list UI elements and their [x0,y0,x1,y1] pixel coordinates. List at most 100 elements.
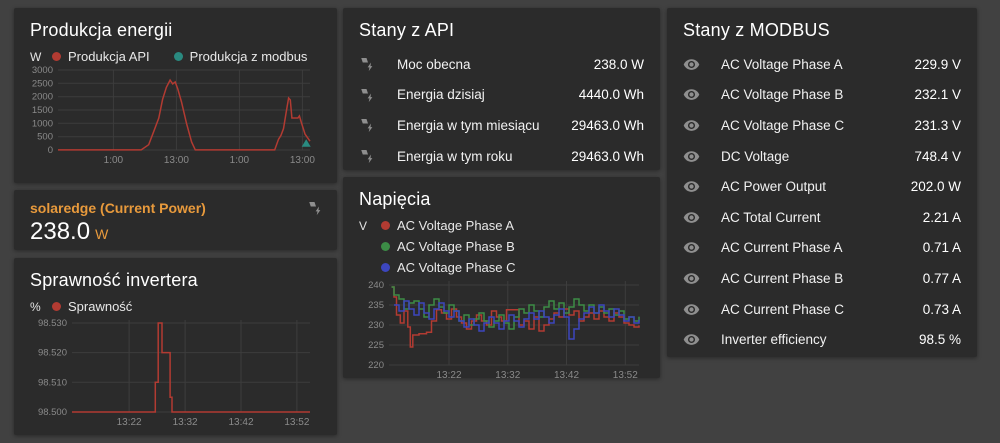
axis-unit-label: W [30,50,42,64]
sensor-name: Energia dzisiaj [397,87,485,103]
card-title: Napięcia [359,189,431,209]
sensor-value: 29463.0 Wh [571,117,644,133]
sensor-value: 229.9 V [914,56,961,72]
card-stany-z-modbus: Stany z MODBUS AC Voltage Phase A 229.9 V… [667,8,977,357]
sensor-name: AC Current Phase A [721,240,843,256]
card-napiecia: Napięcia V AC Voltage Phase A AC Voltage P… [343,177,660,381]
legend-label: AC Voltage Phase A [397,218,515,233]
sensor-name: AC Voltage Phase B [721,87,844,103]
svg-text:2000: 2000 [32,92,53,103]
sensor-value: 2.21 A [922,209,961,225]
legend-item[interactable]: Sprawność [52,299,132,314]
sensor-name: AC Voltage Phase C [721,117,845,133]
sensor-row[interactable]: AC Current Phase B 0.77 A [683,263,961,294]
sensor-value: 0.73 A [922,301,961,317]
legend-label: AC Voltage Phase B [397,239,515,254]
legend-item[interactable]: Produkcja API [52,49,150,64]
chart-legend: V AC Voltage Phase A AC Voltage Phase B AC … [359,218,644,275]
sensor-name: Energia w tym roku [397,148,513,164]
legend-dot [381,221,390,230]
svg-text:500: 500 [37,132,53,143]
svg-text:98.510: 98.510 [38,377,67,388]
sensor-value: 4440.0 Wh [578,87,644,103]
napiecia-chart[interactable]: 220 225 230 235 240 13:22 13:32 13:42 13:52 [359,277,644,381]
legend-item[interactable]: Produkcja z modbus [173,49,307,64]
svg-text:13:42: 13:42 [228,417,253,428]
sensor-name: AC Current Phase B [721,270,844,286]
sensor-row[interactable]: Energia dzisiaj 4440.0 Wh [359,80,644,111]
sensor-value: 232.1 V [914,87,961,103]
card-stany-z-api: Stany z API Moc obecna 238.0 W Energia dzi… [343,8,660,170]
sensor-row[interactable]: AC Voltage Phase C 231.3 V [683,110,961,141]
eye-icon [683,239,707,256]
sensor-row[interactable]: Moc obecna 238.0 W [359,49,644,80]
sensor-row[interactable]: AC Voltage Phase B 232.1 V [683,80,961,111]
legend-label: Produkcja API [68,49,150,64]
chart-legend: W Produkcja API Produkcja z modbus [30,49,321,64]
sensor-name: DC Voltage [721,148,790,164]
svg-text:240: 240 [368,280,384,291]
svg-text:13:42: 13:42 [554,370,579,381]
sensor-row[interactable]: AC Total Current 2.21 A [683,202,961,233]
svg-text:2500: 2500 [32,78,53,89]
svg-text:13:22: 13:22 [117,417,142,428]
legend-item[interactable]: AC Voltage Phase B [381,239,515,254]
svg-text:13:52: 13:52 [284,417,309,428]
svg-text:1:00: 1:00 [104,155,124,166]
sensor-rows: Moc obecna 238.0 W Energia dzisiaj 4440.0 W… [359,49,644,171]
svg-text:1500: 1500 [32,105,53,116]
svg-text:98.520: 98.520 [38,348,67,359]
sensor-value: 0.71 A [922,240,961,256]
sensor-name: AC Current Phase C [721,301,845,317]
sensor-name: Inverter efficiency [721,332,827,348]
sensor-row[interactable]: AC Current Phase C 0.73 A [683,294,961,325]
sprawnosc-chart[interactable]: 98.500 98.510 98.520 98.530 13:22 13:32 13:42 1… [30,316,315,428]
sensor-value: 29463.0 Wh [571,148,644,164]
eye-icon [683,117,707,134]
svg-text:3000: 3000 [32,66,53,76]
sensor-row[interactable]: AC Current Phase A 0.71 A [683,233,961,264]
legend-label: AC Voltage Phase C [397,260,516,275]
svg-text:98.500: 98.500 [38,407,67,418]
card-title: Stany z API [359,20,455,40]
legend-dot [52,52,61,61]
svg-text:235: 235 [368,300,384,311]
eye-icon [683,86,707,103]
card-title: Sprawność invertera [30,270,198,290]
sensor-row[interactable]: Energia w tym roku 29463.0 Wh [359,141,644,172]
svg-text:13:52: 13:52 [613,370,638,381]
eye-icon [683,209,707,226]
sensor-name: AC Power Output [721,179,827,195]
legend-item[interactable]: AC Voltage Phase A [381,218,514,233]
svg-text:13:32: 13:32 [495,370,520,381]
svg-text:13:22: 13:22 [436,370,461,381]
card-title: Produkcja energii [30,20,173,40]
solar-flash-icon [359,55,383,73]
legend-item[interactable]: AC Voltage Phase C [381,260,516,275]
eye-icon [683,331,707,348]
eye-icon [683,178,707,195]
sensor-unit: W [95,226,109,242]
sensor-name: AC Voltage Phase A [721,56,843,72]
produkcja-chart[interactable]: 0 500 1000 1500 2000 2500 3000 1:00 13:00 1:00 13:… [30,65,315,166]
svg-text:13:00: 13:00 [164,155,189,166]
card-solaredge-current-power[interactable]: solaredge (Current Power) 238.0 W [14,190,337,250]
sensor-row[interactable]: Energia w tym miesiącu 29463.0 Wh [359,110,644,141]
sensor-name: Moc obecna [397,56,471,72]
sensor-row[interactable]: AC Voltage Phase A 229.9 V [683,49,961,80]
sensor-value: 238.0 W [593,56,644,72]
legend-label: Sprawność [68,299,133,314]
sensor-row[interactable]: AC Power Output 202.0 W [683,171,961,202]
sensor-title: solaredge (Current Power) [30,200,206,216]
svg-text:1:00: 1:00 [230,155,250,166]
solar-flash-icon [359,147,383,165]
sensor-value: 98.5 % [918,332,961,348]
sensor-row[interactable]: DC Voltage 748.4 V [683,141,961,172]
sensor-row[interactable]: Inverter efficiency 98.5 % [683,324,961,355]
card-produkcja-energii: Produkcja energii W Produkcja API Produkcj… [14,8,337,183]
sensor-value: 231.3 V [914,117,961,133]
eye-icon [683,301,707,318]
legend-dot [173,52,183,61]
axis-unit-label: V [359,219,368,233]
eye-icon [683,270,707,287]
